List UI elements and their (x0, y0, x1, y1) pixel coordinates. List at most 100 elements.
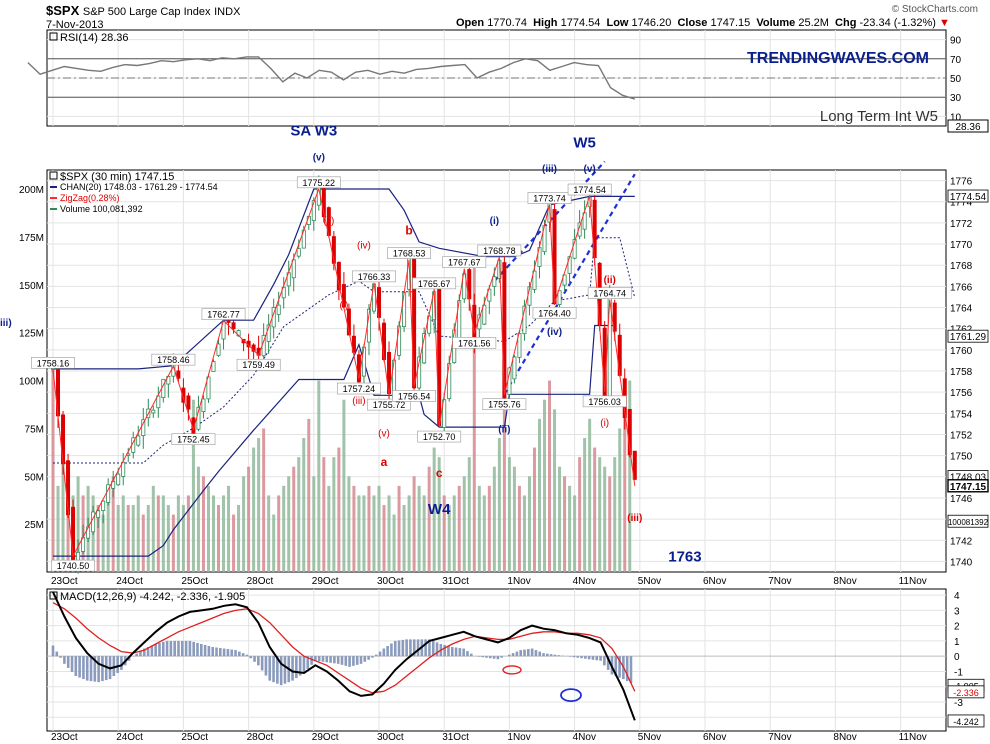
series-legend-label: Volume 100,081,392 (60, 204, 143, 214)
price-x-label: 11Nov (899, 576, 927, 587)
volume-bar (101, 514, 105, 572)
wave-trendline (503, 173, 636, 395)
macd-histogram-bar (515, 651, 519, 657)
macd-value-tag (947, 714, 985, 728)
macd-histogram-bar (538, 651, 542, 657)
macd-tick-label: 0 (954, 652, 960, 663)
volume-bar (282, 485, 286, 572)
macd-histogram-bar (386, 646, 389, 657)
macd-histogram-bar (481, 656, 484, 658)
macd-legend-square-icon (49, 591, 58, 600)
macd-histogram-bar (329, 656, 332, 663)
macd-histogram-bar (245, 654, 249, 657)
volume-bar (548, 380, 552, 572)
wave-label: 1763 (668, 548, 701, 565)
macd-histogram-bar (606, 656, 610, 670)
pivot-label-box (31, 357, 75, 369)
macd-histogram-bar (382, 648, 386, 657)
volume-bar (201, 476, 205, 572)
volume-bar (206, 485, 210, 572)
rsi-legend: RSI(14) 28.36 (60, 32, 128, 44)
macd-histogram-bar (378, 651, 382, 657)
pivot-label-box (352, 270, 396, 283)
volume-bar (262, 428, 266, 572)
volume-bar (327, 485, 331, 572)
macd-histogram-bar (557, 655, 561, 657)
macd-histogram-bar (424, 639, 427, 657)
volume-bar (628, 380, 632, 572)
volume-bar (583, 438, 587, 572)
volume-bar (522, 495, 526, 572)
price-tick-label: 1742 (950, 536, 973, 547)
price-x-label: 8Nov (833, 576, 856, 587)
macd-histogram-bar (222, 648, 226, 657)
macd-histogram-bar (443, 644, 446, 657)
candle-body (226, 320, 231, 323)
macd-histogram-bar (466, 651, 469, 657)
macd-histogram-bar (325, 656, 329, 663)
volume-bar (377, 485, 381, 572)
macd-histogram-bar (63, 656, 66, 664)
macd-histogram-bar (629, 656, 633, 684)
candle-body (572, 239, 577, 259)
wave-label: b (405, 224, 412, 238)
macd-histogram-bar (120, 656, 123, 670)
macd-histogram-bar (435, 642, 439, 657)
candle-body (532, 270, 537, 290)
volume-bar (492, 466, 496, 572)
macd-histogram-bar (534, 650, 538, 657)
candle-body (482, 304, 487, 325)
volume-bar (472, 265, 476, 572)
price-x-label: 24Oct (116, 576, 143, 587)
volume-bar (302, 438, 306, 572)
macd-histogram-bar (268, 656, 272, 681)
macd-histogram-bar (161, 641, 165, 657)
macd-histogram-bar (169, 640, 173, 657)
price-tick-label: 1760 (950, 346, 973, 357)
volume-bar (517, 485, 521, 572)
macd-histogram-bar (447, 646, 450, 657)
pivot-label-box (417, 430, 462, 443)
pivot-label-box (51, 559, 95, 572)
macd-histogram-bar (485, 656, 488, 658)
macd-histogram-bar (279, 656, 283, 686)
candle-body (176, 370, 181, 379)
wave-label: (i) (490, 216, 499, 227)
pivot-price-label: 1758.16 (37, 358, 70, 368)
volume-bar (156, 495, 160, 572)
macd-value-tag-label: -4.242 (953, 717, 979, 727)
macd-histogram-bar (390, 643, 393, 657)
candle-body (216, 343, 221, 356)
wave-label: c (436, 466, 443, 480)
price-tick-label: 1740 (950, 557, 973, 568)
candle-body (442, 399, 447, 428)
macd-histogram-bar (363, 656, 367, 662)
volume-bar (232, 514, 236, 572)
macd-histogram-bar (283, 656, 287, 684)
macd-histogram-bar (257, 656, 260, 666)
candle-body (66, 460, 71, 516)
macd-histogram-bar (450, 647, 454, 657)
macd-histogram-bar (184, 640, 188, 657)
volume-bar (497, 438, 501, 572)
macd-histogram-bar (291, 656, 294, 681)
candle-body (351, 335, 356, 353)
symbol: $SPX (46, 3, 80, 18)
candle-body (136, 435, 141, 446)
volume-bar (608, 476, 612, 572)
macd-histogram-bar (116, 656, 119, 673)
candle-body (101, 500, 106, 511)
candle-body (96, 510, 101, 518)
rsi-tick-label: 50 (950, 74, 962, 85)
macd-tick-label: -1 (954, 667, 963, 678)
macd-histogram-bar (78, 656, 81, 678)
macd-histogram-bar (530, 648, 534, 657)
volume-bar (568, 485, 572, 572)
macd-histogram-bar (55, 651, 59, 657)
price-value-tag-label: 100081392 (948, 518, 989, 527)
macd-histogram-bar (211, 647, 215, 657)
macd-signal-line (52, 602, 636, 694)
candle-body (211, 361, 216, 372)
price-legend: $SPX (30 min) 1747.15 (60, 171, 174, 183)
